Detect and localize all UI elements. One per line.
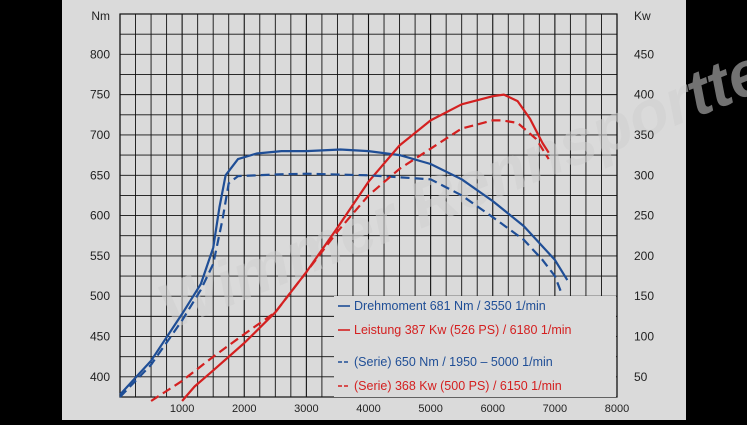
legend-label-1: Drehmoment 681 Nm / 3550 1/min — [354, 299, 546, 313]
y-left-tick-label: 450 — [90, 330, 110, 344]
y-right-unit: Kw — [634, 9, 651, 23]
y-left-tick-label: 400 — [90, 370, 110, 384]
x-tick-label: 4000 — [356, 403, 380, 415]
y-left-tick-label: 800 — [90, 47, 110, 61]
y-left-unit: Nm — [91, 9, 110, 23]
y-left-tick-label: 600 — [90, 209, 110, 223]
series-group — [119, 93, 569, 402]
y-right-tick-label: 250 — [634, 209, 654, 223]
legend-background — [334, 296, 616, 397]
x-tick-label: 7000 — [543, 403, 567, 415]
axes: Nm Kw 400 450 500 550 600 650 700 750 800 50 100 150 2… — [90, 9, 654, 415]
y-right-tick-label: 150 — [634, 289, 654, 303]
legend-label-2: Leistung 387 Kw (526 PS) / 6180 1/min — [354, 323, 572, 337]
y-right-tick-label: 100 — [634, 330, 654, 344]
legend-label-3: (Serie) 650 Nm / 1950 – 5000 1/min — [354, 355, 553, 369]
series-line-4 — [150, 119, 550, 402]
y-left-tick-label: 750 — [90, 88, 110, 102]
series-line-2 — [181, 93, 550, 402]
y-left-tick-label: 700 — [90, 128, 110, 142]
y-right-tick-label: 300 — [634, 168, 654, 182]
y-right-tick-label: 450 — [634, 47, 654, 61]
x-tick-label: 1000 — [170, 403, 194, 415]
y-right-tick-label: 350 — [634, 128, 654, 142]
x-tick-label: 5000 — [418, 403, 442, 415]
x-tick-label: 2000 — [232, 403, 256, 415]
y-left-tick-label: 500 — [90, 289, 110, 303]
x-tick-label: 3000 — [294, 403, 318, 415]
y-right-tick-label: 200 — [634, 249, 654, 263]
legend-label-4: (Serie) 368 Kw (500 PS) / 6150 1/min — [354, 379, 562, 393]
y-right-tick-label: 400 — [634, 88, 654, 102]
x-tick-label: 8000 — [605, 403, 629, 415]
y-right-tick-label: 50 — [634, 370, 648, 384]
y-left-tick-label: 650 — [90, 168, 110, 182]
series-line-3 — [119, 172, 563, 398]
x-tick-label: 6000 — [481, 403, 505, 415]
series-line-1 — [119, 148, 569, 396]
y-left-tick-label: 550 — [90, 249, 110, 263]
legend: Drehmoment 681 Nm / 3550 1/min Leistung 3… — [334, 296, 616, 397]
